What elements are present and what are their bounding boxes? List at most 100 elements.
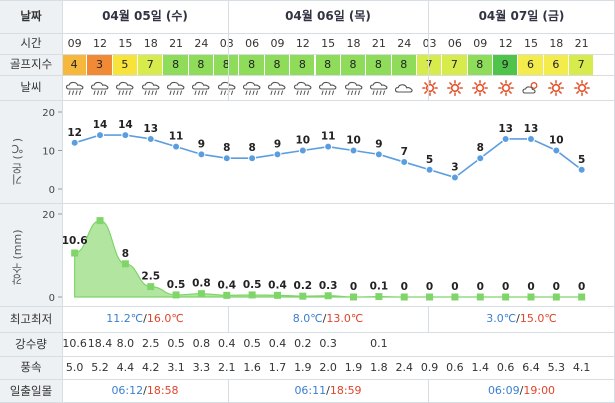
hour-cell: 21 — [169, 37, 184, 50]
cloud-icon — [394, 80, 414, 96]
temperature-value-label: 8 — [248, 142, 255, 154]
rainfall-point — [324, 292, 332, 300]
temperature-point — [349, 146, 358, 155]
temperature-point — [577, 165, 586, 174]
temperature-value-label: 13 — [524, 123, 539, 135]
golf-index-cell: 8 — [290, 54, 316, 75]
rainfall-tick-label: 20 — [42, 210, 55, 221]
temperature-point — [70, 138, 79, 147]
wind-speed-cell: 0.6 — [446, 361, 464, 374]
hour-cell: 12 — [93, 37, 108, 50]
sun-day-3: 06:09/19:00 — [428, 379, 615, 403]
rain-icon — [217, 80, 237, 96]
min-temp: 11.2℃ — [106, 312, 144, 325]
minmax-row-label: 최고최저 — [0, 306, 62, 332]
rain-icon — [141, 80, 161, 96]
wind-speed-cell: 5.0 — [65, 361, 84, 374]
rain-amount-cell: 0.4 — [268, 337, 287, 350]
rainfall-point — [578, 293, 586, 301]
max-temp: 15.0℃ — [519, 312, 557, 325]
rain-icon — [90, 80, 110, 96]
rainfall-value-label: 0 — [527, 281, 534, 293]
temperature-point — [476, 154, 485, 163]
golf-index-cell: 8 — [340, 54, 367, 75]
rainfall-point — [299, 292, 307, 300]
rain-amount-cell: 0.5 — [167, 337, 185, 350]
temperature-value-label: 10 — [296, 135, 311, 147]
wind-speed-cell: 1.6 — [243, 361, 261, 374]
wind-speed-cell: 2.4 — [395, 361, 413, 374]
rainfall-point — [223, 291, 231, 299]
rainfall-value-label: 0.3 — [319, 280, 338, 292]
rainfall-value-label: 0.4 — [217, 279, 236, 291]
sun-day-1: 06:12/18:58 — [62, 379, 228, 403]
temperature-point — [248, 154, 257, 163]
min-temp: 3.0℃ — [486, 312, 517, 325]
rainfall-value-label: 0 — [426, 281, 433, 293]
wind-speed-cell: 4.1 — [572, 361, 591, 374]
sun-day-2: 06:11/18:59 — [228, 379, 428, 403]
temperature-value-label: 7 — [401, 146, 408, 158]
rainfall-value-label: 0 — [477, 281, 484, 293]
minmax-separator: / — [143, 312, 147, 325]
time-row-label: 시간 — [0, 33, 62, 54]
rain-icon — [318, 80, 338, 96]
temperature-point — [273, 150, 282, 159]
rainfall-value-label: 0.4 — [268, 279, 287, 291]
rainfall-point — [71, 249, 79, 257]
max-temp: 13.0℃ — [326, 312, 364, 325]
rain-amount-cell — [392, 332, 417, 356]
rainfall-point — [172, 291, 180, 299]
golf-index-cell: 8 — [188, 54, 215, 75]
wind-row-label: 풍속 — [0, 356, 62, 379]
temperature-axis-label: 기온 (℃) — [11, 137, 24, 185]
sunset-time: 18:59 — [329, 384, 362, 397]
wind-speed-cell: 3.1 — [167, 361, 185, 374]
temperature-value-label: 8 — [477, 142, 484, 154]
temperature-value-label: 13 — [143, 123, 158, 135]
temperature-value-label: 13 — [498, 123, 513, 135]
rainfall-value-label: 0 — [502, 281, 509, 293]
golf-index-cell: 8 — [366, 54, 392, 75]
minmax-day-2: 8.0℃/13.0℃ — [228, 306, 428, 332]
rain-amount-cell: 8.0 — [116, 337, 135, 350]
rainfall-point — [426, 293, 434, 301]
minmax-separator: / — [516, 312, 520, 325]
rainfall-value-label: 0 — [451, 281, 458, 293]
rainfall-point — [375, 293, 383, 301]
rain-icon — [166, 80, 186, 96]
sun-separator: / — [519, 384, 524, 397]
wind-speed-cell: 5.2 — [91, 361, 109, 374]
sunset-time: 18:58 — [146, 384, 179, 397]
rainfall-value-label: 2.5 — [141, 271, 160, 283]
hour-cell: 18 — [549, 37, 564, 50]
rain-amount-cell: 18.4 — [87, 337, 113, 350]
hour-cell: 12 — [295, 37, 310, 50]
wind-speed-cell: 1.9 — [344, 361, 363, 374]
golf-index-cell: 8 — [315, 54, 341, 75]
sun-separator: / — [326, 384, 330, 397]
hour-cell: 15 — [321, 37, 336, 50]
rainfall-point — [476, 293, 484, 301]
golf-index-cell: 5 — [112, 54, 139, 75]
golf-index-cell: 8 — [467, 54, 493, 75]
rainfall-point — [527, 293, 535, 301]
temperature-value-label: 14 — [118, 119, 133, 131]
rainfall-point — [552, 293, 560, 301]
rain-icon — [191, 80, 211, 96]
rainfall-value-label: 0.5 — [243, 279, 262, 291]
rainfall-value-label: 0 — [553, 281, 560, 293]
temperature-chart: 0 10 20 12 14 14 13 11 9 8 8 9 10 11 10 9 7 5 3 8 13 13 10 5 — [42, 108, 586, 196]
hour-cell: 06 — [245, 37, 260, 50]
max-temp: 16.0℃ — [146, 312, 184, 325]
wind-speed-cell: 0.6 — [496, 361, 515, 374]
hour-cell: 03 — [219, 37, 234, 50]
temperature-value-label: 8 — [223, 142, 230, 154]
hour-cell: 15 — [118, 37, 133, 50]
partly-cloudy-icon — [521, 80, 541, 96]
rain-amount-cell — [417, 332, 442, 356]
golf-index-cell: 6 — [543, 54, 569, 75]
rain-chart-label-cell — [0, 203, 62, 306]
rain-amount-cell: 2.5 — [141, 337, 160, 350]
rain-amount-cell: 0.3 — [319, 337, 337, 350]
